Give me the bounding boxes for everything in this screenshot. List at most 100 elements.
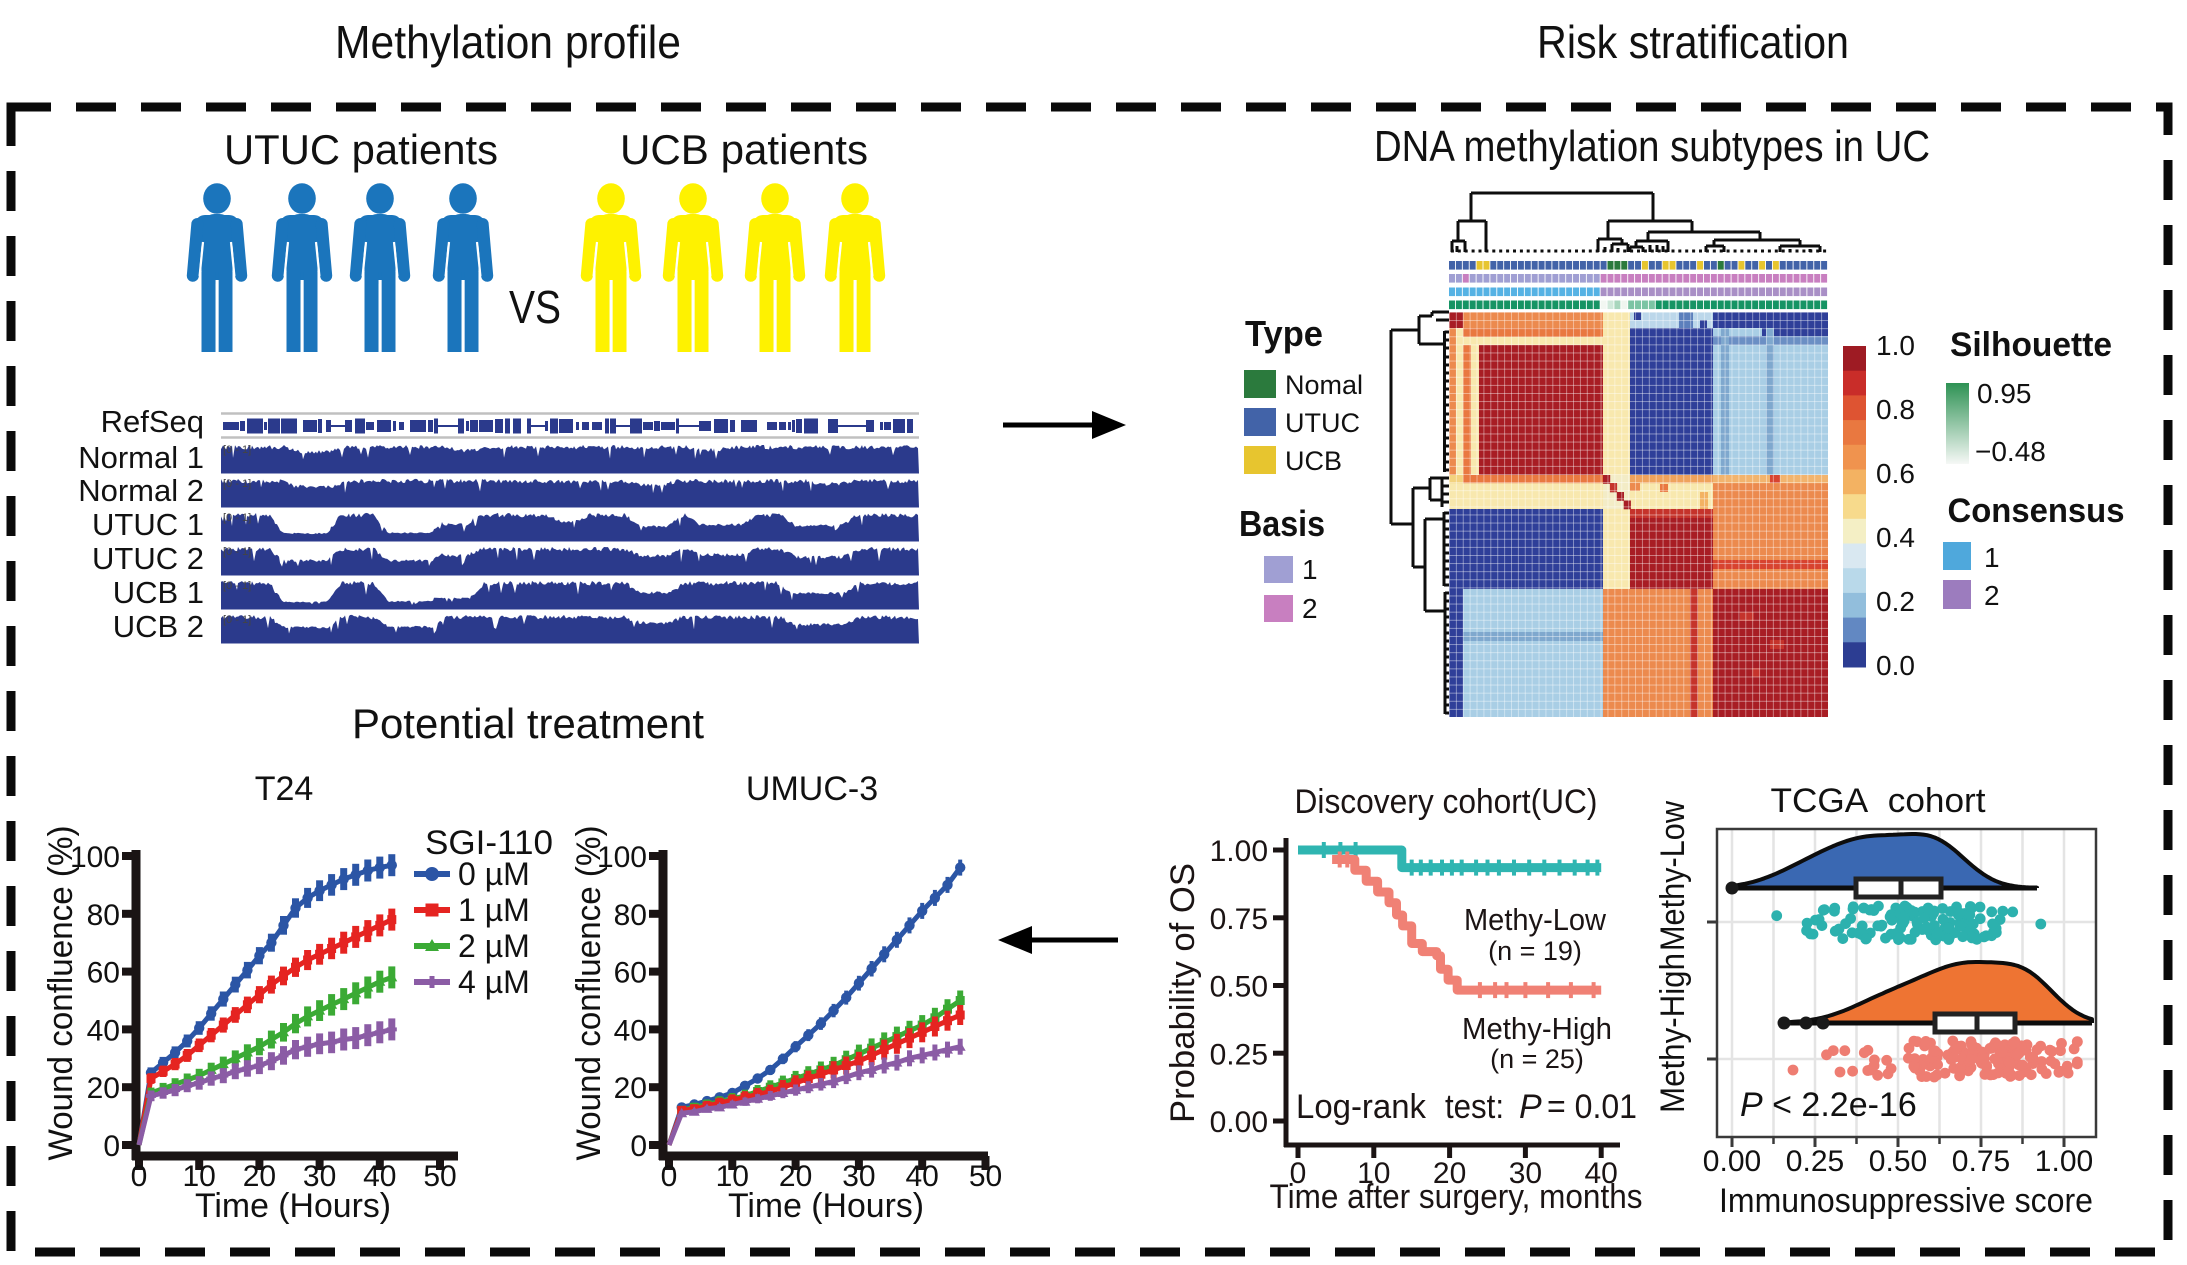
svg-text:1.0: 1.0 <box>1876 330 1915 361</box>
svg-text:Log-rank: Log-rank <box>1296 1088 1427 1126</box>
svg-text:0.95: 0.95 <box>1977 378 2032 409</box>
svg-text:Methy-Low: Methy-Low <box>1464 902 1607 937</box>
svg-text:Normal 2: Normal 2 <box>78 473 204 508</box>
svg-text:20: 20 <box>87 1072 120 1105</box>
svg-text:Methy-High: Methy-High <box>1654 953 1692 1113</box>
svg-text:0.75: 0.75 <box>1210 903 1268 936</box>
svg-text:Time (Hours): Time (Hours) <box>195 1187 391 1225</box>
svg-text:[0 - 1]: [0 - 1] <box>223 512 251 524</box>
svg-text:Basis: Basis <box>1239 503 1325 544</box>
svg-text:50: 50 <box>423 1160 456 1193</box>
svg-text:40: 40 <box>906 1160 939 1193</box>
svg-text:UCB 2: UCB 2 <box>113 609 204 644</box>
svg-text:Consensus: Consensus <box>1948 492 2125 530</box>
svg-text:[0 - 1]: [0 - 1] <box>223 478 251 490</box>
svg-text:30: 30 <box>303 1160 336 1193</box>
svg-text:10: 10 <box>1357 1157 1390 1190</box>
svg-text:0.00: 0.00 <box>1210 1106 1268 1139</box>
svg-text:50: 50 <box>969 1160 1002 1193</box>
svg-text:[0 - 1]: [0 - 1] <box>223 580 251 592</box>
svg-text:DNA methylation subtypes in UC: DNA methylation subtypes in UC <box>1374 122 1930 171</box>
svg-text:40: 40 <box>363 1160 396 1193</box>
svg-text:Normal 1: Normal 1 <box>78 440 204 475</box>
svg-text:80: 80 <box>614 899 647 932</box>
svg-text:UTUC patients: UTUC patients <box>224 126 498 173</box>
svg-text:Potential treatment: Potential treatment <box>352 700 704 747</box>
svg-text:0: 0 <box>630 1130 647 1163</box>
svg-text:UMUC-3: UMUC-3 <box>746 770 878 808</box>
svg-text:60: 60 <box>87 957 120 990</box>
svg-text:0.25: 0.25 <box>1786 1145 1844 1178</box>
svg-text:Silhouette: Silhouette <box>1950 326 2112 364</box>
svg-text:0 µM: 0 µM <box>458 856 530 892</box>
svg-text:0.2: 0.2 <box>1876 586 1915 617</box>
svg-text:1.00: 1.00 <box>2035 1145 2093 1178</box>
svg-text:100: 100 <box>597 841 647 874</box>
svg-text:UCB 1: UCB 1 <box>113 575 204 610</box>
svg-text:1 µM: 1 µM <box>458 892 530 928</box>
svg-text:40: 40 <box>87 1014 120 1047</box>
svg-text:Type: Type <box>1245 313 1323 354</box>
svg-text:Risk stratification: Risk stratification <box>1537 16 1849 68</box>
svg-text:(n = 25): (n = 25) <box>1490 1044 1584 1074</box>
svg-text:20: 20 <box>243 1160 276 1193</box>
svg-text:0: 0 <box>661 1160 678 1193</box>
svg-text:80: 80 <box>87 899 120 932</box>
svg-text:Nomal: Nomal <box>1285 370 1363 400</box>
svg-text:UTUC 2: UTUC 2 <box>92 541 204 576</box>
svg-text:0.50: 0.50 <box>1210 971 1268 1004</box>
svg-text:(n = 19): (n = 19) <box>1488 936 1582 966</box>
svg-text:60: 60 <box>614 957 647 990</box>
svg-text:SGI-110: SGI-110 <box>425 824 553 862</box>
svg-text:Time (Hours): Time (Hours) <box>728 1187 924 1225</box>
svg-text:2: 2 <box>1302 593 1318 624</box>
svg-text:Discovery cohort(UC): Discovery cohort(UC) <box>1295 783 1598 821</box>
svg-text:VS: VS <box>509 281 561 333</box>
svg-text:[0 - 1]: [0 - 1] <box>223 444 251 456</box>
svg-text:20: 20 <box>614 1072 647 1105</box>
svg-text:40: 40 <box>1585 1157 1618 1190</box>
svg-text:P < 2.2e-16: P < 2.2e-16 <box>1740 1086 1917 1124</box>
svg-text:Immunosuppressive score: Immunosuppressive score <box>1719 1182 2093 1220</box>
svg-text:0.75: 0.75 <box>1952 1145 2010 1178</box>
svg-text:−0.48: −0.48 <box>1975 436 2046 467</box>
svg-text:1: 1 <box>1984 542 2000 573</box>
svg-text:Wound confluence (%): Wound confluence (%) <box>42 826 80 1161</box>
svg-text:T24: T24 <box>255 770 314 808</box>
svg-text:UTUC 1: UTUC 1 <box>92 507 204 542</box>
svg-text:= 0.01: = 0.01 <box>1547 1088 1637 1126</box>
svg-text:Methy-Low: Methy-Low <box>1654 801 1692 951</box>
svg-text:0.8: 0.8 <box>1876 394 1915 425</box>
svg-text:0.0: 0.0 <box>1876 650 1915 681</box>
svg-text:30: 30 <box>842 1160 875 1193</box>
svg-text:[0 - 1]: [0 - 1] <box>223 546 251 558</box>
svg-text:0: 0 <box>1290 1157 1307 1190</box>
svg-text:0.50: 0.50 <box>1869 1145 1927 1178</box>
svg-text:20: 20 <box>1433 1157 1466 1190</box>
svg-text:0: 0 <box>103 1130 120 1163</box>
svg-text:RefSeq: RefSeq <box>101 404 204 439</box>
svg-text:test:: test: <box>1445 1088 1504 1126</box>
svg-text:Methylation profile: Methylation profile <box>335 16 681 68</box>
svg-text:0.4: 0.4 <box>1876 522 1915 553</box>
svg-text:UCB: UCB <box>1285 446 1342 476</box>
svg-text:TCGA cohort: TCGA cohort <box>1771 782 1987 820</box>
svg-text:30: 30 <box>1509 1157 1542 1190</box>
svg-text:P: P <box>1519 1088 1542 1126</box>
svg-text:0: 0 <box>131 1160 148 1193</box>
svg-text:4 µM: 4 µM <box>458 964 530 1000</box>
svg-text:40: 40 <box>614 1014 647 1047</box>
svg-text:[0 - 1]: [0 - 1] <box>223 614 251 626</box>
svg-text:UTUC: UTUC <box>1285 408 1360 438</box>
svg-text:20: 20 <box>779 1160 812 1193</box>
svg-text:UCB patients: UCB patients <box>620 126 868 173</box>
svg-text:0.00: 0.00 <box>1703 1145 1761 1178</box>
svg-text:Time after surgery, months: Time after surgery, months <box>1270 1178 1643 1216</box>
svg-text:0.6: 0.6 <box>1876 458 1915 489</box>
svg-text:0.25: 0.25 <box>1210 1038 1268 1071</box>
svg-text:2: 2 <box>1984 580 2000 611</box>
svg-text:Probability of OS: Probability of OS <box>1164 863 1202 1123</box>
svg-text:Methy-High: Methy-High <box>1462 1011 1612 1046</box>
svg-text:10: 10 <box>716 1160 749 1193</box>
svg-text:Wound confluence (%): Wound confluence (%) <box>570 826 608 1161</box>
